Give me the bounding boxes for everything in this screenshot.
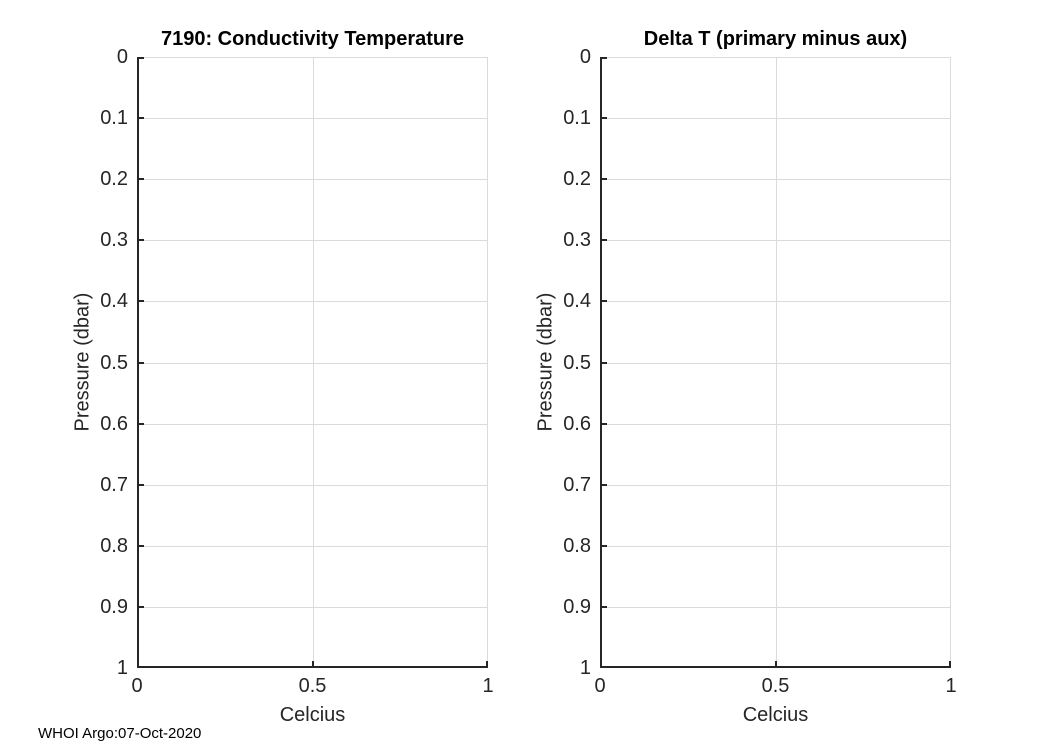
y-tick-mark	[137, 57, 144, 59]
x-tick-label: 0	[131, 675, 143, 697]
y-tick-label: 0.5	[563, 351, 591, 374]
y-tick-mark	[600, 117, 607, 120]
plot-area	[600, 57, 951, 668]
x-axis-label: Celcius	[742, 704, 809, 726]
y-tick-mark	[137, 422, 144, 425]
y-tick-label: 0.3	[563, 229, 591, 252]
y-tick-mark	[137, 239, 144, 242]
y-tick-mark	[137, 361, 144, 364]
y-tick-mark	[137, 544, 144, 547]
y-tick-label: 0.2	[563, 168, 591, 191]
x-tick-label: 0	[594, 675, 606, 697]
y-tick-mark	[137, 605, 144, 608]
x-tick-mark	[600, 661, 602, 668]
y-tick-label: 0.9	[563, 595, 591, 618]
y-tick-label: 0	[116, 46, 128, 68]
plot-delta-t: Delta T (primary minus aux) Pressure (db…	[535, 28, 957, 726]
y-tick-mark	[600, 361, 607, 364]
y-tick-label: 0.8	[563, 534, 591, 557]
y-tick-mark	[137, 300, 144, 303]
y-tick-mark	[137, 666, 144, 668]
y-tick-mark	[600, 178, 607, 181]
y-tick-label: 0.8	[100, 534, 128, 557]
x-tick-label: 0.5	[298, 675, 327, 697]
y-tick-mark	[137, 117, 144, 120]
y-tick-label: 0.9	[100, 595, 128, 618]
y-tick-mark	[600, 239, 607, 242]
y-tick-label: 1	[579, 657, 591, 679]
y-tick-label: 0.1	[100, 107, 128, 130]
plot-area	[137, 57, 488, 668]
x-gridline	[312, 57, 314, 668]
y-tick-mark	[137, 483, 144, 486]
x-tick-mark	[949, 661, 951, 668]
y-tick-mark	[137, 178, 144, 181]
y-tick-label: 0.7	[563, 473, 591, 496]
y-tick-label: 0.6	[100, 412, 128, 435]
y-tick-mark	[600, 605, 607, 608]
x-tick-mark	[137, 661, 139, 668]
plot-conductivity-temperature: 7190: Conductivity Temperature Pressure …	[72, 28, 494, 726]
y-tick-label: 0.6	[563, 412, 591, 435]
y-tick-label: 0.1	[563, 107, 591, 130]
x-tick-label: 0.5	[761, 675, 790, 697]
y-tick-label: 1	[116, 657, 128, 679]
watermark-credit: WHOI Argo:07-Oct-2020	[38, 725, 202, 742]
y-tick-label: 0	[579, 46, 591, 68]
y-tick-label: 0.4	[100, 290, 128, 313]
x-tick-label: 1	[945, 675, 957, 697]
x-tick-mark	[486, 661, 488, 668]
plot-title: 7190: Conductivity Temperature	[160, 28, 465, 50]
x-tick-mark	[774, 661, 777, 668]
y-tick-mark	[600, 422, 607, 425]
plot-title: Delta T (primary minus aux)	[643, 28, 908, 50]
x-gridline	[775, 57, 777, 668]
y-tick-mark	[600, 483, 607, 486]
y-tick-label: 0.4	[563, 290, 591, 313]
y-tick-label: 0.5	[100, 351, 128, 374]
y-tick-label: 0.2	[100, 168, 128, 191]
y-tick-mark	[600, 57, 607, 59]
y-tick-label: 0.3	[100, 229, 128, 252]
y-tick-mark	[600, 666, 607, 668]
x-axis-label: Celcius	[279, 704, 346, 726]
y-tick-mark	[600, 300, 607, 303]
x-tick-mark	[311, 661, 314, 668]
y-tick-mark	[600, 544, 607, 547]
x-tick-label: 1	[482, 675, 494, 697]
y-tick-label: 0.7	[100, 473, 128, 496]
